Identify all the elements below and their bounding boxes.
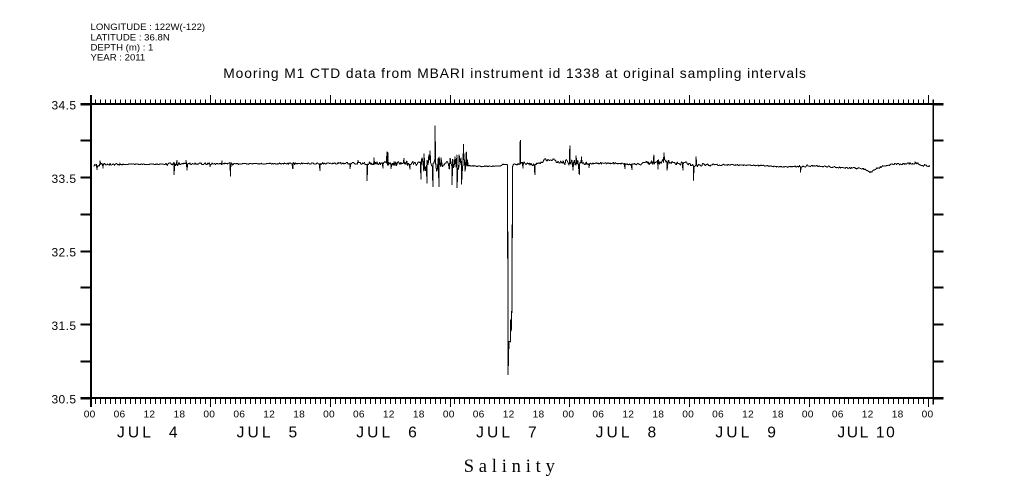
svg-text:18: 18 bbox=[772, 410, 784, 421]
svg-text:32.5: 32.5 bbox=[51, 246, 76, 260]
svg-text:33.5: 33.5 bbox=[51, 172, 76, 186]
svg-text:YEAR : 2011: YEAR : 2011 bbox=[91, 53, 146, 64]
svg-text:31.5: 31.5 bbox=[51, 319, 76, 333]
svg-text:JUL 7: JUL 7 bbox=[476, 424, 540, 441]
svg-text:06: 06 bbox=[832, 410, 844, 421]
svg-text:JUL 8: JUL 8 bbox=[596, 424, 660, 441]
svg-text:06: 06 bbox=[114, 410, 126, 421]
svg-text:00: 00 bbox=[563, 410, 575, 421]
svg-text:06: 06 bbox=[353, 410, 365, 421]
svg-text:12: 12 bbox=[742, 410, 754, 421]
svg-text:12: 12 bbox=[622, 410, 634, 421]
svg-text:18: 18 bbox=[652, 410, 664, 421]
svg-text:00: 00 bbox=[682, 410, 694, 421]
svg-text:00: 00 bbox=[203, 410, 215, 421]
svg-text:LONGITUDE : 122W(-122): LONGITUDE : 122W(-122) bbox=[91, 22, 206, 33]
svg-text:00: 00 bbox=[84, 410, 96, 421]
svg-text:JUL 4: JUL 4 bbox=[117, 424, 181, 441]
svg-text:JUL 9: JUL 9 bbox=[715, 424, 779, 441]
svg-text:Mooring M1 CTD data from MBARI: Mooring M1 CTD data from MBARI instrumen… bbox=[223, 66, 807, 81]
svg-text:06: 06 bbox=[712, 410, 724, 421]
svg-text:12: 12 bbox=[383, 410, 395, 421]
svg-text:06: 06 bbox=[233, 410, 245, 421]
svg-text:JUL 5: JUL 5 bbox=[237, 424, 301, 441]
svg-text:Salinity: Salinity bbox=[464, 457, 560, 477]
svg-text:06: 06 bbox=[592, 410, 604, 421]
svg-text:34.5: 34.5 bbox=[51, 99, 76, 113]
svg-text:06: 06 bbox=[473, 410, 485, 421]
svg-text:DEPTH (m) : 1: DEPTH (m) : 1 bbox=[91, 43, 154, 54]
svg-text:18: 18 bbox=[533, 410, 545, 421]
svg-text:12: 12 bbox=[862, 410, 874, 421]
svg-text:12: 12 bbox=[503, 410, 515, 421]
svg-text:00: 00 bbox=[323, 410, 335, 421]
svg-text:18: 18 bbox=[174, 410, 186, 421]
svg-text:12: 12 bbox=[263, 410, 275, 421]
svg-text:LATITUDE : 36.8N: LATITUDE : 36.8N bbox=[91, 32, 170, 43]
svg-text:JUL 6: JUL 6 bbox=[356, 424, 420, 441]
svg-text:00: 00 bbox=[443, 410, 455, 421]
svg-text:00: 00 bbox=[922, 410, 934, 421]
svg-text:00: 00 bbox=[802, 410, 814, 421]
svg-text:12: 12 bbox=[144, 410, 156, 421]
svg-text:18: 18 bbox=[413, 410, 425, 421]
svg-text:JUL 10: JUL 10 bbox=[837, 424, 896, 441]
svg-text:30.5: 30.5 bbox=[51, 393, 76, 407]
svg-text:18: 18 bbox=[892, 410, 904, 421]
svg-text:18: 18 bbox=[293, 410, 305, 421]
